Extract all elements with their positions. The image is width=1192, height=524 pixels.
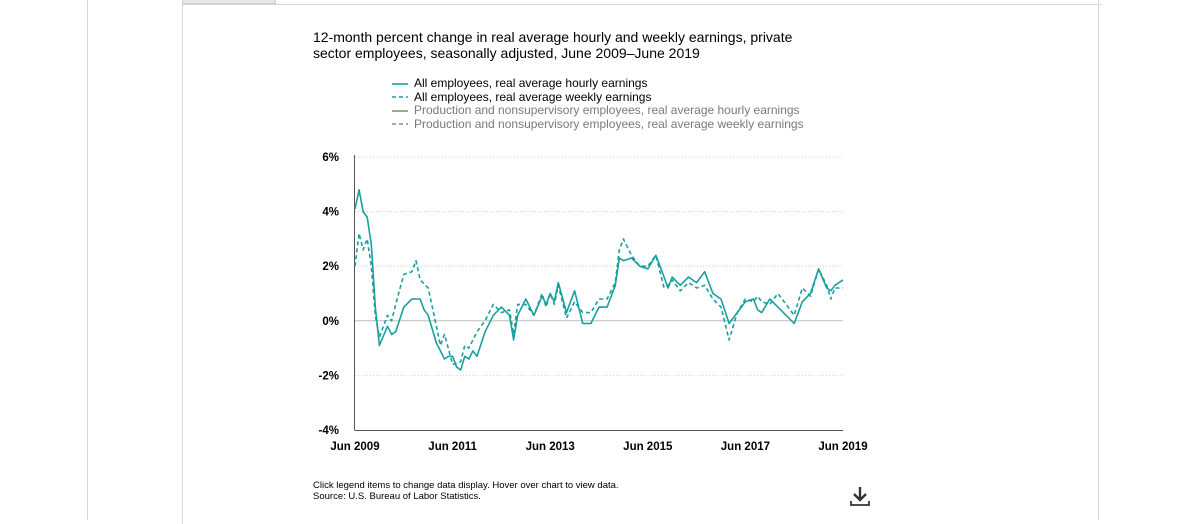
tab[interactable]	[182, 0, 276, 4]
page-border	[87, 0, 1099, 520]
x-tick-label: Jun 2015	[623, 441, 673, 453]
legend-label: Production and nonsupervisory employees,…	[414, 103, 800, 117]
chart-panel	[182, 4, 1102, 524]
chart-title: 12-month percent change in real average …	[313, 29, 793, 61]
legend-label: All employees, real average hourly earni…	[414, 76, 648, 90]
y-tick-label: 0%	[322, 316, 339, 328]
x-tick-label: Jun 2013	[526, 441, 575, 453]
x-tick-label: Jun 2011	[428, 441, 477, 453]
legend-item-2[interactable]: All employees, real average weekly earni…	[392, 89, 804, 105]
y-tick-label: 6%	[322, 152, 339, 164]
series-line-1	[354, 189, 844, 371]
chart-notes: Click legend items to change data displa…	[313, 480, 619, 502]
chart-canvas[interactable]: 6% 4% 2% 0% -2% -4% Jun 2009 Jun 2011 Jun 2013 Ju…	[0, 0, 1192, 510]
legend-item-4[interactable]: Production and nonsupervisory employees,…	[392, 116, 804, 132]
hint-text: Click legend items to change data displa…	[313, 480, 619, 491]
legend-swatch	[392, 96, 408, 99]
legend-swatch	[392, 123, 408, 126]
legend-swatch	[392, 82, 408, 85]
x-tick-label: Jun 2019	[818, 441, 867, 453]
download-icon[interactable]	[848, 484, 872, 508]
series-line-2	[354, 232, 843, 366]
y-tick-label: 4%	[322, 207, 339, 219]
legend-label: All employees, real average weekly earni…	[414, 89, 652, 104]
y-tick-label: 2%	[322, 261, 339, 273]
x-tick-label: Jun 2009	[330, 441, 379, 453]
legend-item-3[interactable]: Production and nonsupervisory employees,…	[392, 103, 804, 118]
legend-swatch	[392, 109, 408, 112]
legend: All employees, real average hourly earni…	[392, 76, 804, 132]
y-tick-label: -4%	[319, 425, 339, 437]
legend-label: Production and nonsupervisory employees,…	[414, 116, 804, 131]
x-tick-label: Jun 2017	[721, 441, 770, 453]
source-text: Source: U.S. Bureau of Labor Statistics.	[313, 491, 481, 502]
y-tick-label: -2%	[319, 370, 339, 382]
legend-item-1[interactable]: All employees, real average hourly earni…	[392, 76, 804, 91]
